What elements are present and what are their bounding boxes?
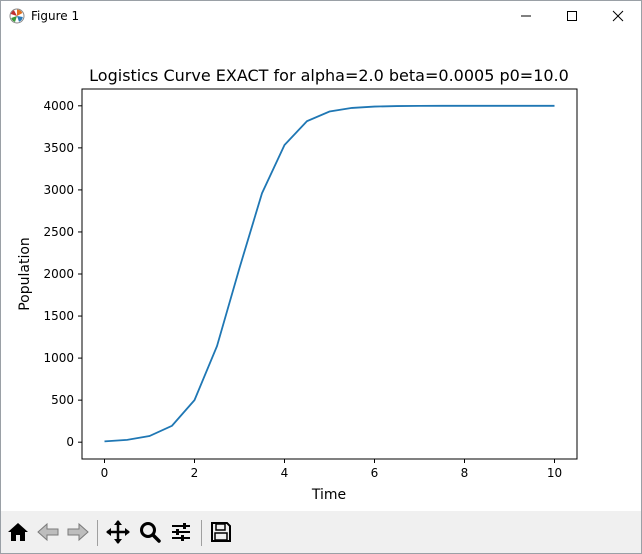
minimize-icon (521, 15, 531, 17)
home-icon (8, 523, 28, 541)
y-tick-label: 1500 (43, 309, 74, 323)
line-chart[interactable]: Logistics Curve EXACT for alpha=2.0 beta… (1, 31, 641, 511)
configure-subplots-button[interactable] (167, 518, 195, 546)
x-axis: 0 2 4 6 8 10 (101, 459, 562, 480)
y-axis: 0 500 1000 1500 2000 2500 3000 3500 4000 (43, 99, 82, 449)
y-tick-label: 4000 (43, 99, 74, 113)
plot-frame (81, 88, 578, 460)
y-tick-label: 1000 (43, 351, 74, 365)
y-tick-label: 3000 (43, 183, 74, 197)
figure-canvas[interactable]: Logistics Curve EXACT for alpha=2.0 beta… (1, 31, 641, 511)
population-curve-line (104, 104, 555, 443)
x-tick-label: 0 (101, 466, 109, 480)
chart-title: Logistics Curve EXACT for alpha=2.0 beta… (89, 66, 569, 85)
x-tick-label: 4 (281, 466, 289, 480)
matplotlib-logo-icon (9, 8, 25, 24)
y-tick-label: 2000 (43, 267, 74, 281)
back-arrow-icon (37, 522, 59, 542)
close-button[interactable] (595, 1, 641, 31)
x-tick-label: 8 (461, 466, 469, 480)
x-tick-label: 2 (191, 466, 199, 480)
y-tick-label: 2500 (43, 225, 74, 239)
x-tick-label: 10 (547, 466, 562, 480)
y-tick-label: 500 (51, 393, 74, 407)
maximize-icon (567, 11, 577, 21)
back-button[interactable] (34, 518, 62, 546)
y-axis-label: Population (17, 237, 33, 311)
x-axis-label: Time (311, 487, 346, 503)
home-button[interactable] (4, 518, 32, 546)
y-tick-label: 0 (66, 435, 74, 449)
close-icon (612, 10, 624, 22)
title-bar[interactable]: Figure 1 (1, 1, 641, 31)
pan-button[interactable] (104, 518, 132, 546)
floppy-disk-icon (211, 522, 231, 542)
navigation-toolbar (1, 511, 641, 553)
toolbar-separator (97, 520, 98, 546)
forward-arrow-icon (67, 522, 89, 542)
minimize-button[interactable] (503, 1, 549, 31)
forward-button[interactable] (64, 518, 92, 546)
zoom-button[interactable] (136, 518, 164, 546)
toolbar-separator (201, 520, 202, 546)
window-title: Figure 1 (31, 9, 80, 23)
maximize-button[interactable] (549, 1, 595, 31)
save-button[interactable] (207, 518, 235, 546)
move-icon (106, 520, 130, 544)
y-tick-label: 3500 (43, 141, 74, 155)
magnifier-icon (140, 522, 161, 543)
sliders-icon (172, 523, 190, 541)
x-tick-label: 6 (371, 466, 379, 480)
